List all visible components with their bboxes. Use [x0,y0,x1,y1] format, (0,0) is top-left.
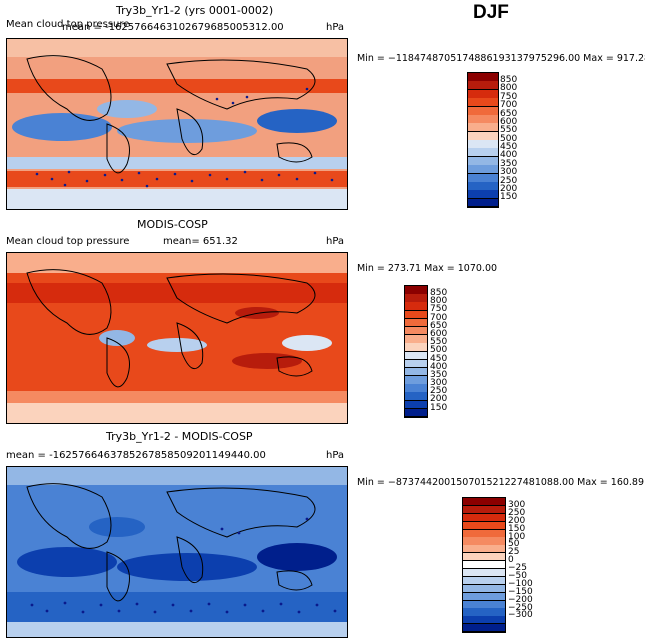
cbar1-tick: 250 [500,175,518,186]
cbar1-tick: 750 [500,91,518,102]
panel-2-colorbar [404,285,428,418]
cbar2-tick: 400 [430,361,448,372]
cbar3-tick: 200 [508,515,526,526]
cbar3-tick: −50 [508,570,527,581]
cbar1-tick: 500 [500,133,518,144]
cbar2-tick: 450 [430,353,448,364]
cbar3-tick: 150 [508,523,526,534]
panel-1-mean-label: mean = -1625766463102679685005312.00 [62,22,284,33]
panel-3-units: hPa [326,450,345,461]
cbar3-tick: −150 [508,586,533,597]
cbar1-tick: 300 [500,167,518,178]
cbar2-tick: 850 [430,288,448,298]
cbar1-tick: 350 [500,158,518,169]
cbar3-tick: 300 [508,500,526,510]
cbar2-tick: 500 [430,345,448,356]
cbar2-tick: 750 [430,304,448,315]
panel-3-map [6,466,348,638]
panel-1-colorbar [467,72,499,208]
cbar1-tick: 450 [500,142,518,152]
cbar3-tick: −250 [508,602,533,613]
cbar2-tick: 800 [430,296,448,307]
cbar3-tick: 25 [508,547,520,558]
panel-3-minmax: Min = −873744200150701521227481088.00 Ma… [357,477,645,488]
cbar1-tick: 700 [500,100,518,111]
cbar1-tick: 600 [500,116,518,127]
cbar2-tick: 350 [430,369,448,380]
panel-1-field-label: Mean cloud top pressure [6,19,130,30]
cbar2-tick: 550 [430,337,448,348]
cbar1-tick: 800 [500,83,518,94]
cbar1-tick: 400 [500,150,518,161]
panel-3-colorbar [462,497,506,633]
panel-1-title: Try3b_Yr1-2 (yrs 0001-0002) [116,4,274,17]
panel-2-map [6,252,348,424]
cbar1-tick: 850 [500,75,518,85]
panel-3-title: Try3b_Yr1-2 - MODIS-COSP [106,430,253,443]
panel-2-title: MODIS-COSP [137,218,208,231]
cbar1-tick: 150 [500,192,518,203]
panel-1-map [6,38,348,210]
cbar3-tick: −100 [508,578,533,589]
panel-2-units: hPa [326,236,345,247]
cbar2-tick: 700 [430,312,448,323]
panel-1-units: hPa [326,22,345,33]
cbar2-tick: 650 [430,320,448,331]
cbar2-tick: 150 [430,402,448,413]
cbar1-tick: 550 [500,125,518,136]
cbar3-tick: −25 [508,563,527,574]
cbar2-tick: 600 [430,328,448,339]
cbar2-tick: 300 [430,378,448,389]
panel-2-field-label: Mean cloud top pressure [6,236,130,247]
cbar3-tick: 0 [508,555,514,566]
cbar2-tick: 200 [430,394,448,405]
panel-2-minmax: Min = 273.71 Max = 1070.00 [357,263,498,274]
cbar1-tick: 200 [500,183,518,194]
panel-1-minmax: Min = −1184748705174886193137975296.00 M… [357,53,645,64]
panel-3-mean-label: mean = -1625766463785267858509201149440.… [6,450,266,461]
cbar1-tick: 650 [500,108,518,119]
cbar3-tick: 50 [508,539,520,550]
cbar2-tick: 250 [430,386,448,397]
panel-2-mean-label: mean= 651.32 [163,236,238,247]
cbar3-tick: −300 [508,610,533,621]
season-title: DJF [473,2,509,23]
cbar3-tick: −200 [508,594,533,605]
cbar3-tick: 250 [508,507,526,518]
cbar3-tick: 100 [508,531,526,542]
